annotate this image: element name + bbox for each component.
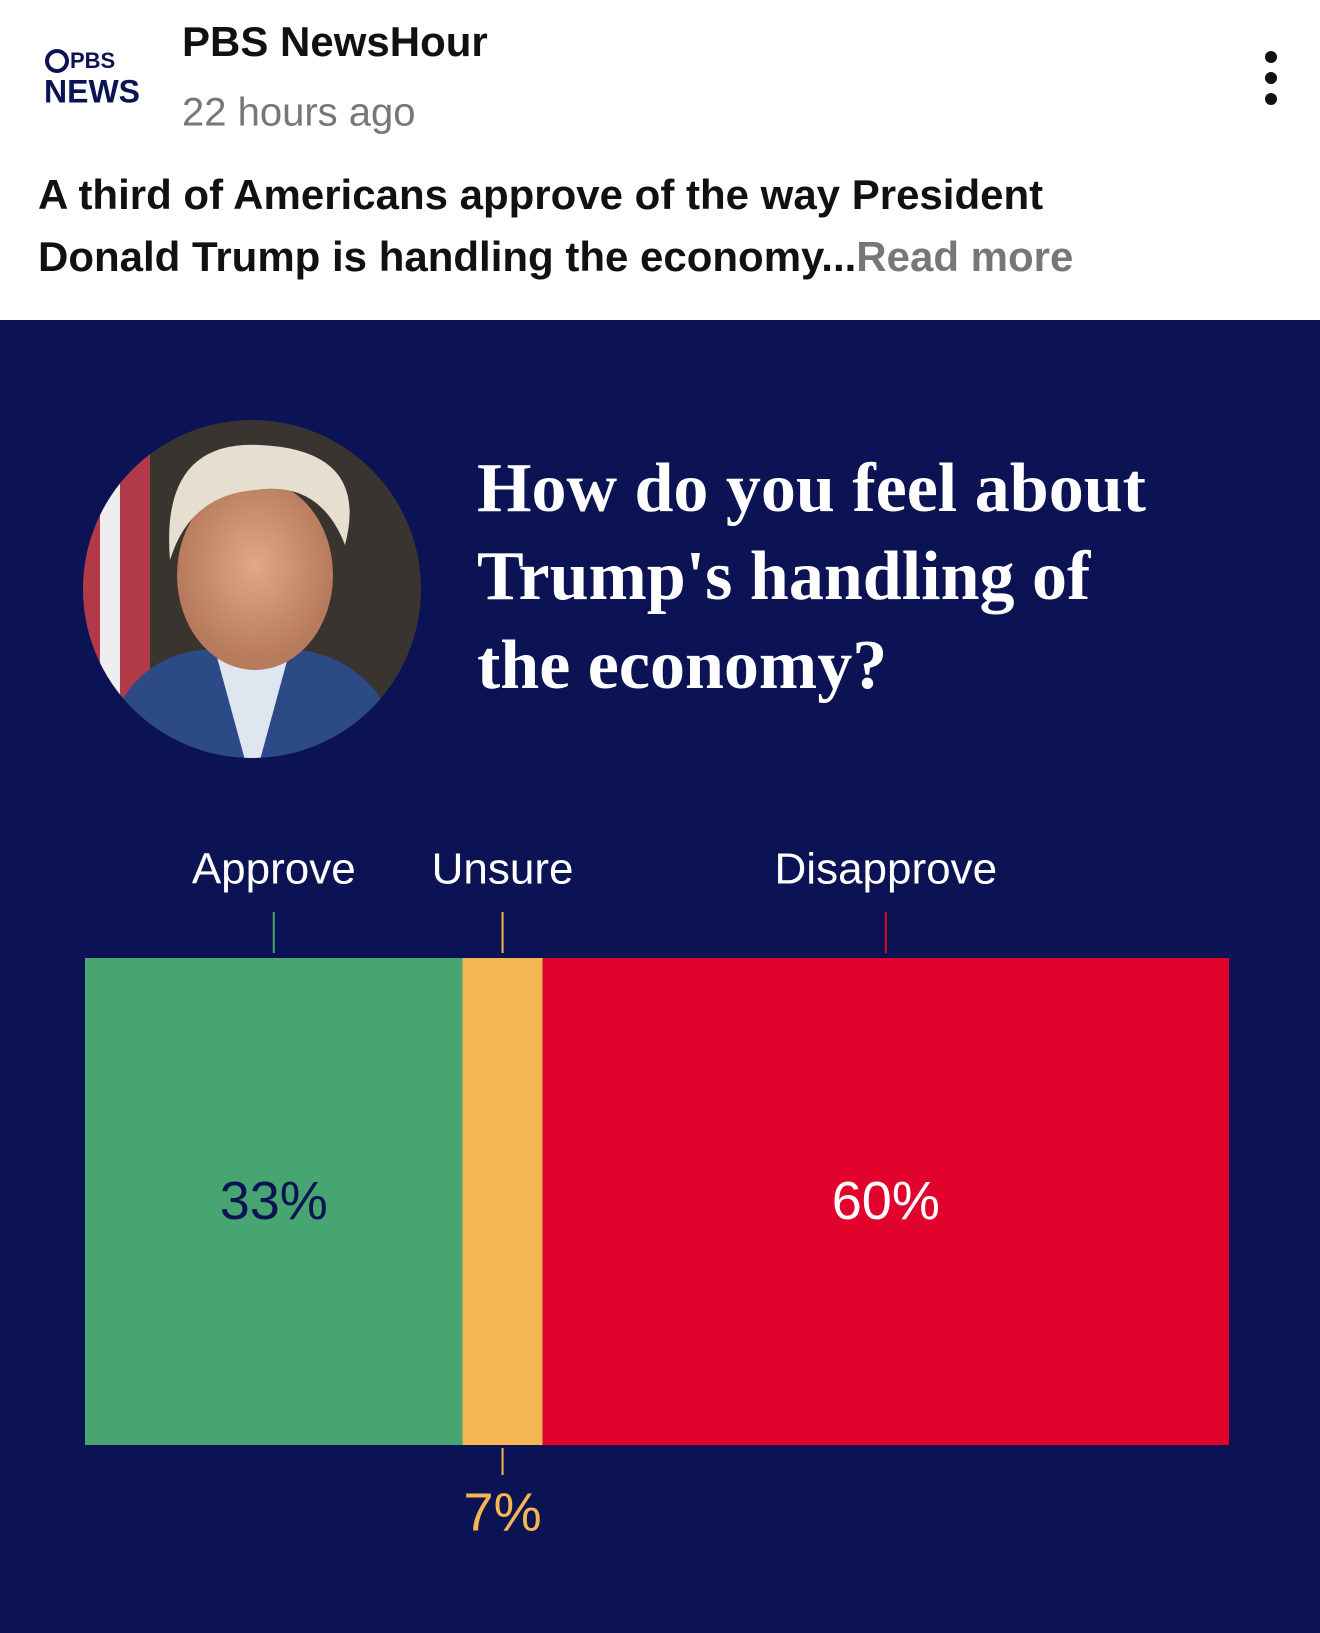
bar-segment xyxy=(462,958,543,1445)
logo-text: PBS xyxy=(70,48,115,73)
caption: A third of Americans approve of the way … xyxy=(38,171,1043,218)
category-label: Disapprove xyxy=(775,845,998,894)
read-more[interactable]: Read more xyxy=(856,233,1073,280)
bar-segment xyxy=(542,958,1229,1445)
hair xyxy=(169,444,350,560)
chart-title: the economy? xyxy=(477,627,887,704)
caption: Donald Trump is handling the economy...R… xyxy=(38,233,1073,280)
chart-title: Trump's handling of xyxy=(477,538,1091,615)
logo[interactable]: PBS NEWS xyxy=(44,48,140,110)
category-label: Unsure xyxy=(432,845,574,894)
value-label: 7% xyxy=(464,1482,542,1542)
author[interactable]: PBS NewsHour xyxy=(182,18,488,65)
menu-dot xyxy=(1265,72,1277,84)
chart-title: How do you feel about xyxy=(477,450,1146,527)
menu-dot xyxy=(1265,51,1277,63)
logo-icon xyxy=(45,49,69,73)
menu-dot xyxy=(1265,93,1277,105)
menu-button[interactable] xyxy=(1265,51,1277,105)
value-label: 33% xyxy=(220,1171,328,1231)
ellipsis: ... xyxy=(821,233,856,280)
value-label: 60% xyxy=(832,1171,940,1231)
caption: Donald Trump is handling the economy xyxy=(38,233,825,280)
category-label: Approve xyxy=(192,845,356,894)
photo xyxy=(83,420,421,758)
bar-segment xyxy=(85,958,463,1445)
logo-text: NEWS xyxy=(44,73,140,109)
timestamp: 22 hours ago xyxy=(182,91,416,135)
face xyxy=(177,480,333,670)
shirt xyxy=(215,650,290,758)
